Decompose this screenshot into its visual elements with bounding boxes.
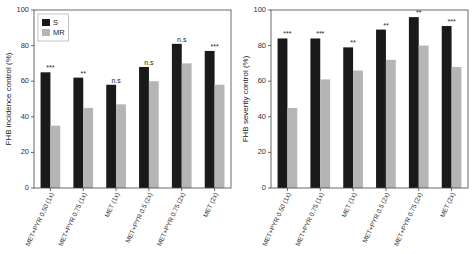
- y-tick: [31, 152, 34, 153]
- bar: [343, 47, 353, 188]
- legend-label: MR: [53, 28, 65, 37]
- bar: [419, 46, 429, 188]
- bar: [172, 44, 182, 188]
- chart-root: *****n.sn.sn.s***020406080100FHB inciden…: [0, 0, 474, 254]
- x-tick-label: MET (2x): [201, 191, 219, 218]
- x-tick: [50, 188, 51, 191]
- bar: [149, 81, 159, 188]
- bar: [116, 104, 126, 188]
- legend-frame: [38, 14, 69, 41]
- y-tick: [31, 81, 34, 82]
- y-tick: [268, 116, 271, 117]
- x-tick: [451, 188, 452, 191]
- x-tick-label: MET+PYR 0.50 (1x): [261, 191, 293, 247]
- bar: [386, 60, 396, 188]
- significance-label: ***: [46, 64, 54, 71]
- x-tick: [181, 188, 182, 191]
- legend: SMR: [38, 14, 69, 41]
- bar: [409, 17, 419, 188]
- y-tick: [268, 152, 271, 153]
- y-tick: [268, 10, 271, 11]
- significance-label: ***: [210, 43, 218, 50]
- bar: [50, 126, 60, 188]
- x-tick: [214, 188, 215, 191]
- x-tick: [148, 188, 149, 191]
- y-tick-label: 20: [21, 147, 29, 156]
- panel: *****n.sn.sn.s***020406080100FHB inciden…: [4, 5, 231, 247]
- y-tick-label: 80: [21, 41, 29, 50]
- bar: [73, 78, 83, 188]
- x-tick-label: MET+PYR 0.5 (2x): [361, 191, 391, 244]
- bar: [320, 79, 330, 188]
- x-tick-label: MET (2x): [438, 191, 456, 218]
- significance-label: **: [383, 22, 389, 29]
- bar: [287, 108, 297, 188]
- significance-label: n.s: [111, 77, 121, 84]
- plot-frame: [34, 10, 231, 188]
- x-tick-label: MET+PYR 0.75 (1x): [57, 191, 89, 247]
- y-tick-label: 60: [258, 76, 266, 85]
- significance-label: **: [81, 70, 87, 77]
- y-tick-label: 40: [21, 112, 29, 121]
- bar: [139, 67, 149, 188]
- x-tick-label: MET+PYR 0.50 (1x): [24, 191, 56, 247]
- bar: [41, 72, 51, 188]
- x-tick: [385, 188, 386, 191]
- y-tick: [31, 45, 34, 46]
- x-tick: [83, 188, 84, 191]
- x-tick: [287, 188, 288, 191]
- y-tick-label: 80: [258, 41, 266, 50]
- y-tick: [268, 81, 271, 82]
- x-tick-label: MET+PYR 0.75 (2x): [392, 191, 424, 247]
- bar: [182, 63, 192, 188]
- bar: [278, 38, 288, 188]
- significance-label: n.s: [177, 36, 187, 43]
- x-tick-label: MET (1x): [103, 191, 121, 218]
- y-tick: [268, 45, 271, 46]
- bar: [353, 71, 363, 188]
- plot-frame: [271, 10, 468, 188]
- legend-label: S: [53, 18, 58, 27]
- bars: [41, 44, 225, 188]
- significance-label: ***: [283, 30, 291, 37]
- y-tick: [31, 188, 34, 189]
- x-tick-label: MET (1x): [340, 191, 358, 218]
- y-axis-label: FHB severity control (%): [241, 55, 250, 142]
- bar: [106, 85, 116, 188]
- x-tick: [353, 188, 354, 191]
- legend-swatch: [42, 19, 50, 26]
- x-tick: [116, 188, 117, 191]
- y-tick-label: 60: [21, 76, 29, 85]
- x-tick-label: MET+PYR 0.5 (2x): [124, 191, 154, 244]
- x-tick: [418, 188, 419, 191]
- bar: [376, 30, 386, 188]
- bar: [215, 85, 225, 188]
- y-tick-label: 40: [258, 112, 266, 121]
- bar: [442, 26, 452, 188]
- y-tick-label: 100: [253, 5, 266, 14]
- bar: [83, 108, 93, 188]
- y-tick-label: 100: [16, 5, 29, 14]
- y-tick-label: 0: [262, 183, 266, 192]
- bar: [452, 67, 462, 188]
- significance-label: **: [350, 39, 356, 46]
- significance-label: n.s: [144, 59, 154, 66]
- significance-label: ***: [316, 30, 324, 37]
- y-tick: [31, 116, 34, 117]
- y-tick: [31, 10, 34, 11]
- bar: [310, 38, 320, 188]
- y-tick-label: 0: [25, 183, 29, 192]
- legend-swatch: [42, 29, 50, 36]
- panel: ***************020406080100FHB severity …: [241, 5, 468, 247]
- x-tick-label: MET+PYR 0.75 (1x): [294, 191, 326, 247]
- y-tick-label: 20: [258, 147, 266, 156]
- x-tick-label: MET+PYR 0.75 (2x): [155, 191, 187, 247]
- y-axis-label: FHB incidence control (%): [4, 52, 13, 145]
- bar: [205, 51, 215, 188]
- bars: [278, 17, 462, 188]
- significance-label: ***: [447, 18, 455, 25]
- y-tick: [268, 188, 271, 189]
- x-tick: [320, 188, 321, 191]
